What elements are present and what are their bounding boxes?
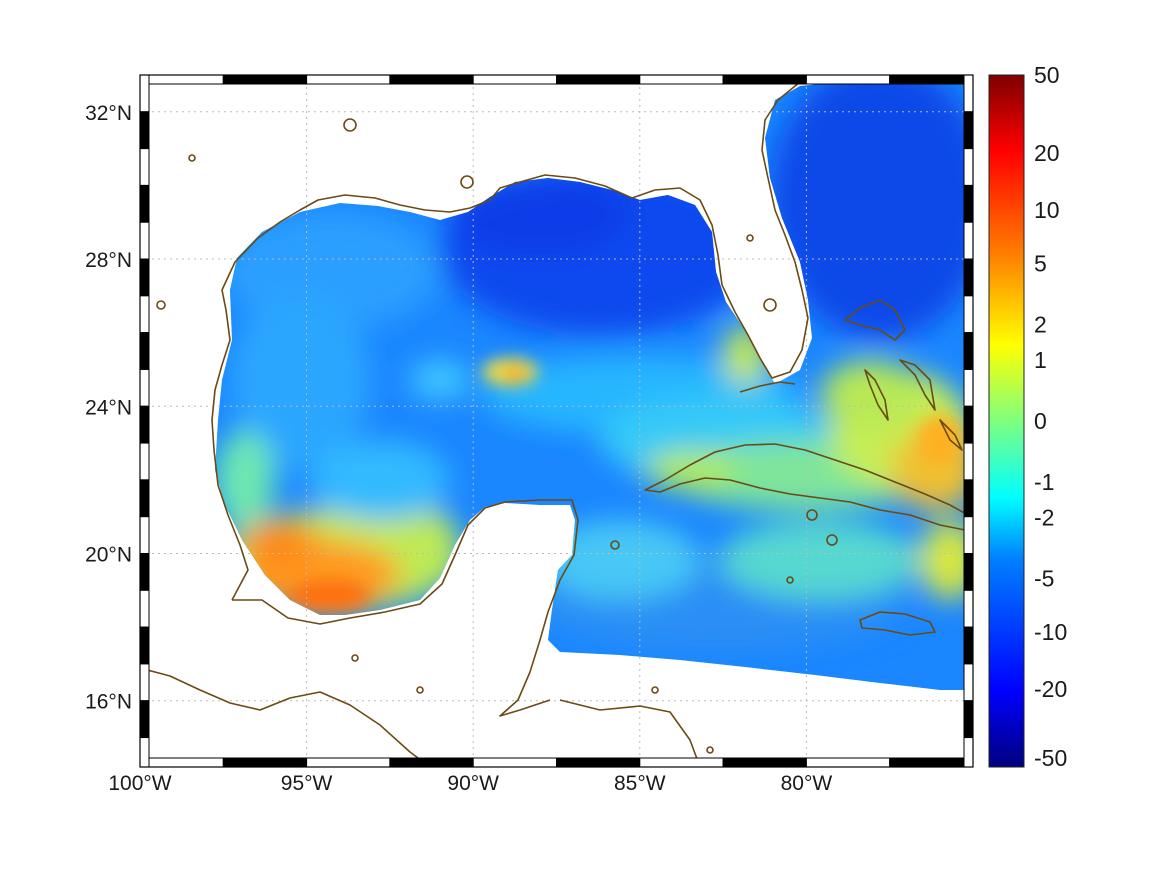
frame-segment — [963, 184, 974, 223]
colorbar-tick-label: 0 — [1034, 408, 1047, 434]
coastline — [140, 75, 969, 767]
frame-segment — [963, 111, 974, 150]
frame-segment — [139, 184, 150, 223]
colorbar-tick-label: 10 — [1034, 197, 1060, 223]
frame-segment — [722, 74, 807, 85]
frame-segment — [139, 737, 150, 768]
frame-segment — [963, 148, 974, 186]
frame-segment — [139, 479, 150, 518]
frame-segment — [963, 516, 974, 555]
frame-segment — [889, 74, 974, 85]
colorbar-tick-label: 20 — [1034, 140, 1060, 166]
y-tick-label: 28°N — [85, 249, 132, 272]
frame-segment — [639, 757, 724, 768]
frame-segment — [139, 258, 150, 297]
y-tick-labels: 16°N 20°N 24°N 28°N 32°N — [85, 102, 132, 714]
colorbar-tick-label: -50 — [1034, 745, 1067, 771]
x-tick-label: 100°W — [108, 772, 171, 795]
frame-segment — [963, 332, 974, 370]
frame-segment — [389, 757, 474, 768]
y-tick-label: 32°N — [85, 102, 132, 125]
frame-segment — [805, 757, 891, 768]
frame-segment — [963, 221, 974, 260]
frame-segment — [139, 626, 150, 665]
colorbar-tick-label: -20 — [1034, 676, 1067, 702]
frame-segment — [639, 74, 724, 85]
y-tick-label: 20°N — [85, 544, 132, 567]
colorbar-tick-label: -1 — [1034, 469, 1054, 495]
x-tick-labels: 100°W 95°W 90°W 85°W 80°W — [108, 772, 832, 795]
frame-segment — [963, 553, 974, 591]
frame-segment — [963, 479, 974, 518]
frame-segment — [805, 74, 891, 85]
frame-segment — [139, 757, 224, 768]
frame-segment — [306, 757, 391, 768]
frame-segment — [139, 74, 224, 85]
x-tick-label: 95°W — [281, 772, 333, 795]
map-frame — [139, 74, 974, 768]
colorbar — [988, 74, 1025, 768]
frame-segment — [139, 516, 150, 555]
colorbar-tick-label: -2 — [1034, 505, 1054, 531]
frame-segment — [472, 757, 558, 768]
frame-segment — [139, 74, 150, 113]
frame-segment — [963, 74, 974, 113]
frame-segment — [139, 553, 150, 591]
frame-segment — [139, 111, 150, 150]
frame-segment — [963, 442, 974, 481]
frame-segment — [556, 757, 641, 768]
frame-segment — [722, 757, 807, 768]
frame-segment — [139, 663, 150, 702]
frame-segment — [222, 757, 308, 768]
x-tick-label: 85°W — [614, 772, 666, 795]
frame-segment — [963, 737, 974, 768]
frame-segment — [139, 589, 150, 628]
frame-segment — [139, 368, 150, 407]
frame-segment — [139, 442, 150, 481]
frame-segment — [139, 332, 150, 370]
frame-segment — [889, 757, 974, 768]
colorbar-tick-label: 5 — [1034, 250, 1047, 276]
x-tick-label: 80°W — [781, 772, 833, 795]
colorbar-tick-label: 1 — [1034, 347, 1047, 373]
y-tick-label: 24°N — [85, 396, 132, 419]
frame-segment — [963, 589, 974, 628]
frame-outline — [139, 74, 974, 768]
frame-segment — [963, 626, 974, 665]
graticule-grid — [140, 75, 973, 767]
x-tick-label: 90°W — [447, 772, 499, 795]
data-field — [215, 84, 965, 690]
frame-segment — [139, 221, 150, 260]
colorbar-tick-label: 50 — [1034, 62, 1060, 88]
frame-segment — [139, 700, 150, 739]
frame-segment — [389, 74, 474, 85]
frame-segment — [472, 74, 558, 85]
frame-segment — [556, 74, 641, 85]
frame-segment — [306, 74, 391, 85]
frame-segment — [963, 700, 974, 739]
frame-segment — [139, 295, 150, 334]
colorbar-tick-label: 2 — [1034, 311, 1047, 337]
frame-segment — [963, 663, 974, 702]
frame-segment — [963, 368, 974, 407]
colorbar-tick-label: -5 — [1034, 566, 1054, 592]
y-tick-label: 16°N — [85, 691, 132, 714]
frame-segment — [963, 258, 974, 297]
frame-segment — [139, 405, 150, 444]
colorbar-tick-label: -10 — [1034, 619, 1067, 645]
frame-segment — [963, 405, 974, 444]
frame-segment — [222, 74, 308, 85]
frame-segment — [139, 148, 150, 186]
frame-segment — [963, 295, 974, 334]
